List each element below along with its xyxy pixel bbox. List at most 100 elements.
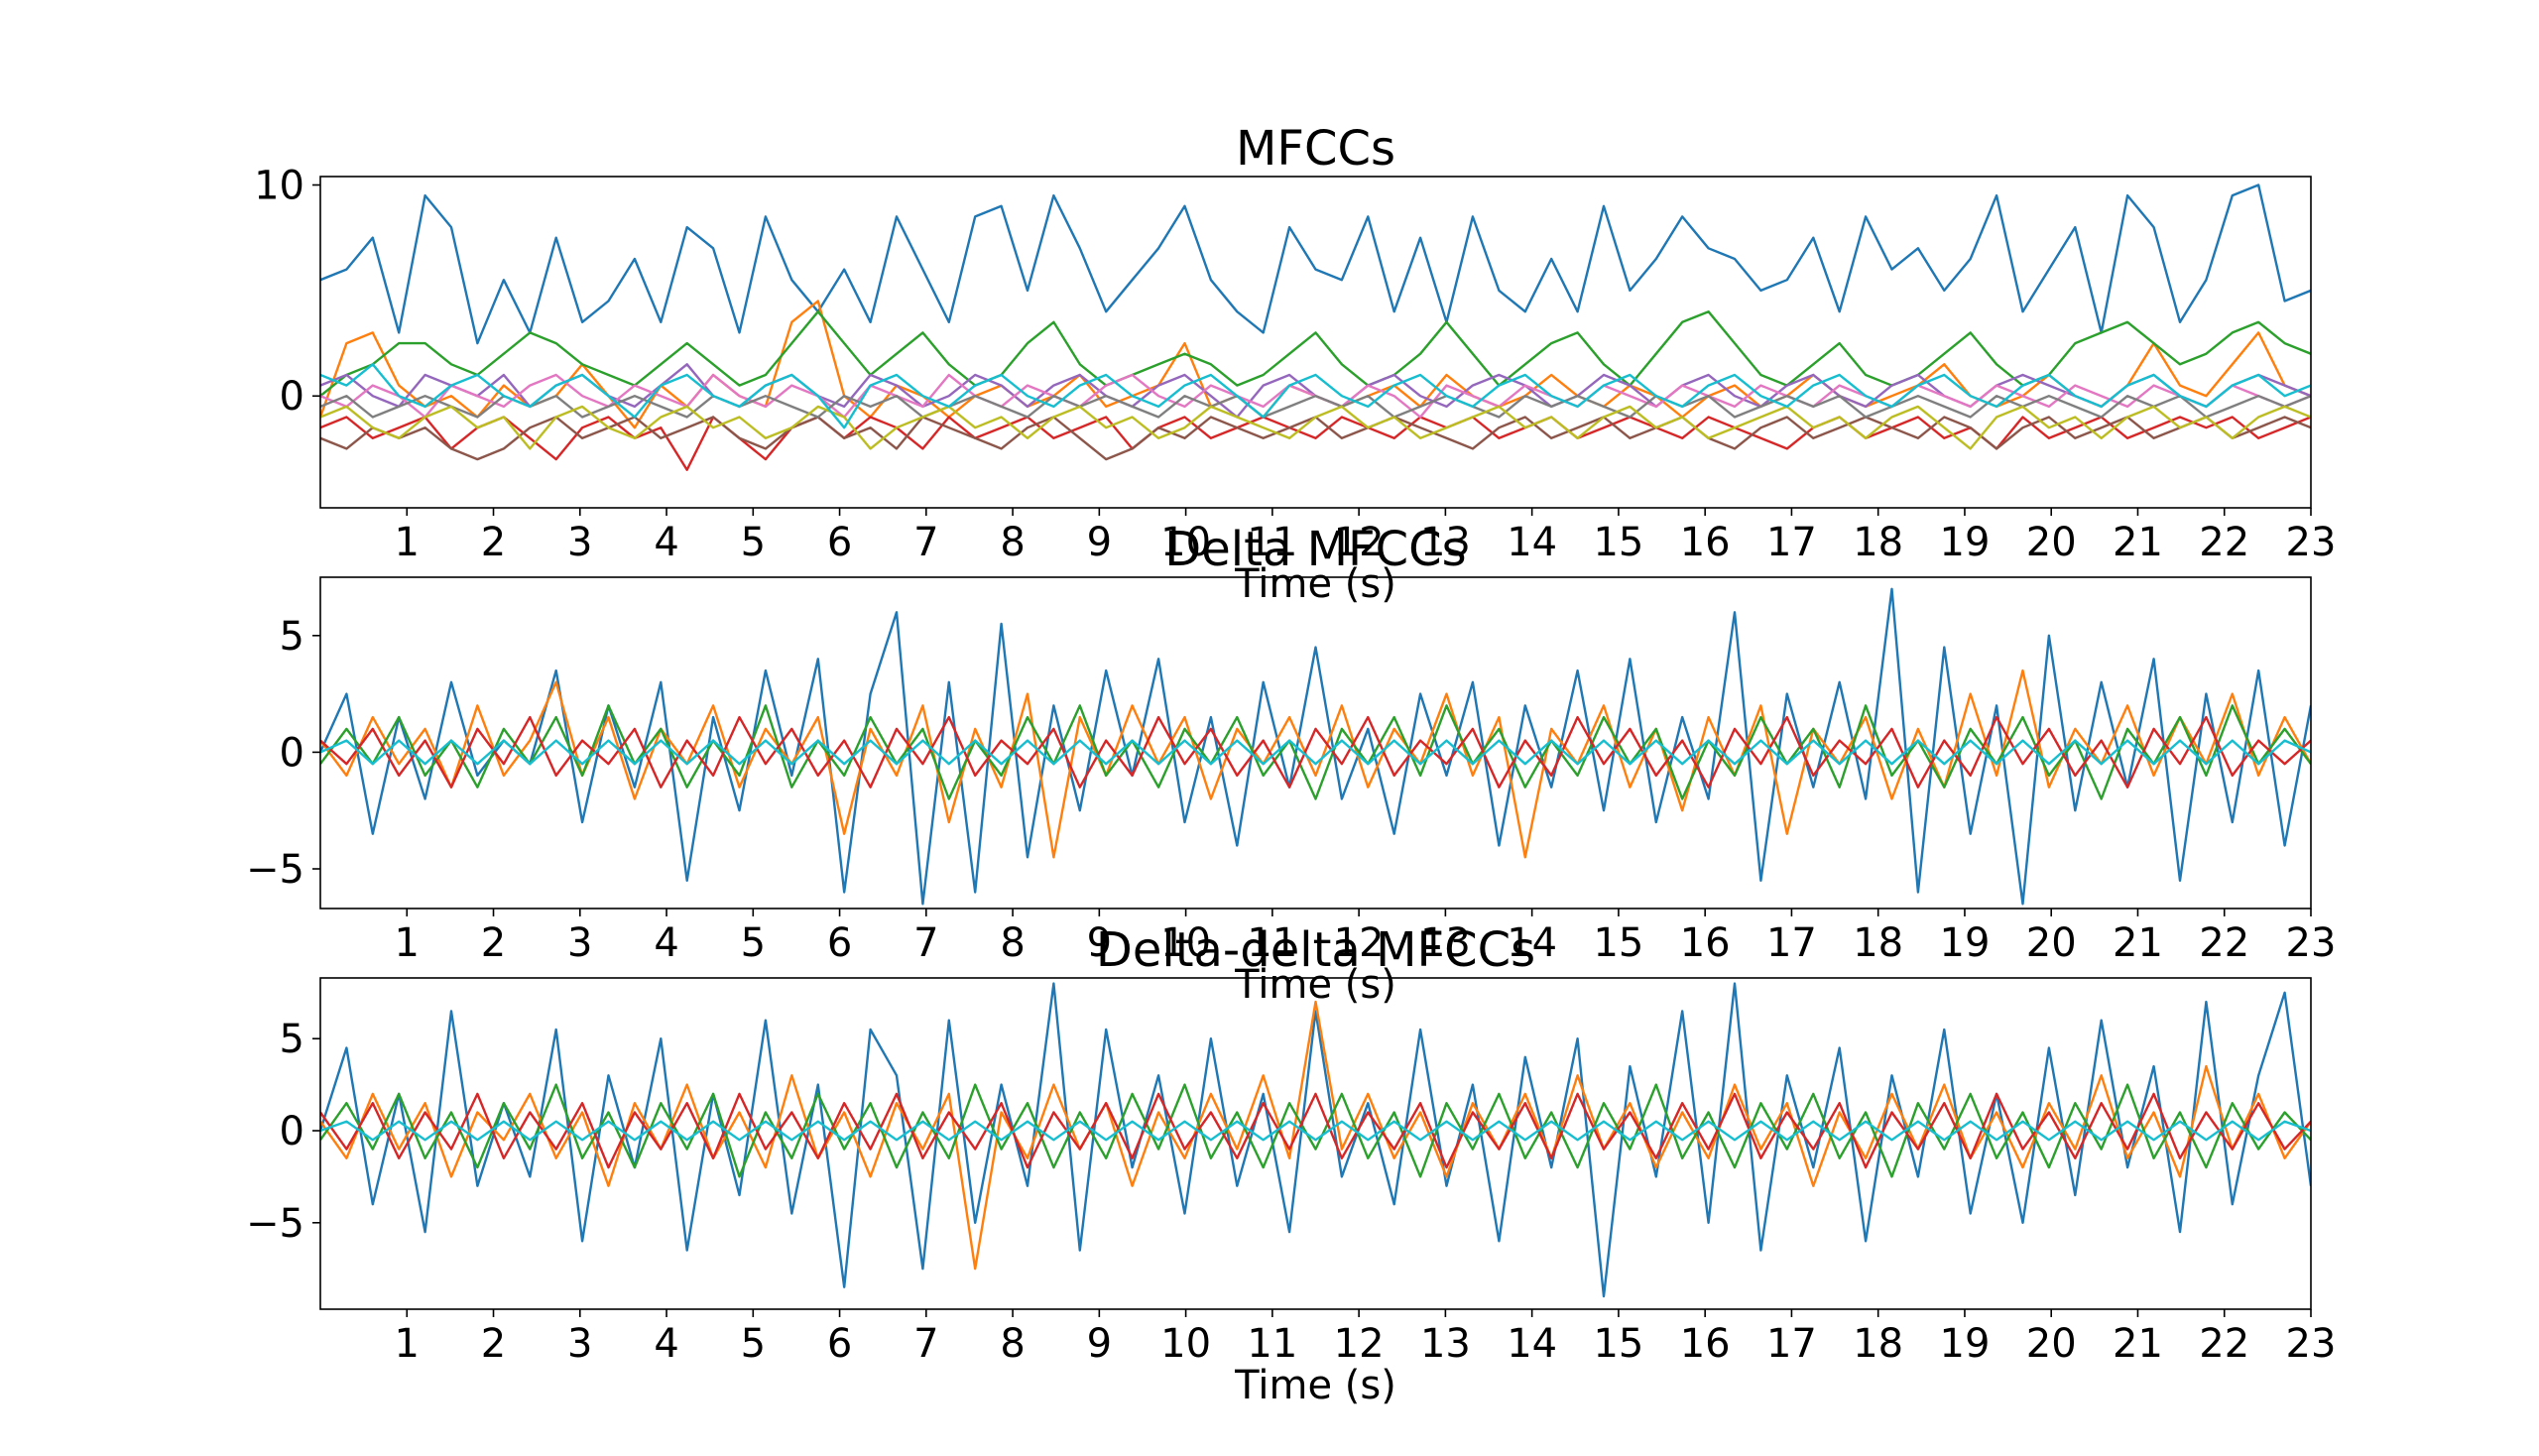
x-tick-label: 5 <box>741 920 766 966</box>
x-tick-label: 5 <box>741 520 766 565</box>
x-tick-label: 17 <box>1766 920 1817 966</box>
x-tick-label: 13 <box>1420 1321 1471 1367</box>
y-tick-label: 5 <box>280 1017 304 1062</box>
axes-frame <box>319 576 2312 910</box>
axes-frame <box>319 977 2312 1310</box>
x-tick-label: 20 <box>2026 520 2077 565</box>
series-line-5 <box>320 1120 2311 1142</box>
subplot-2: 1 2 3 4 5 6 7 8 9 10 11 12 13 14 15 16 17 18 19 20 21 22 23−50… <box>246 522 2336 1008</box>
x-tick-label: 1 <box>395 1321 420 1367</box>
series-line-1 <box>320 587 2311 906</box>
x-tick-label: 21 <box>2113 1321 2163 1367</box>
x-tick-label: 18 <box>1853 1321 1903 1367</box>
x-tick-label: 12 <box>1334 920 1385 966</box>
y-tick-label: −5 <box>246 847 304 893</box>
axes-frame <box>319 176 2312 509</box>
x-tick-label: 4 <box>654 520 678 565</box>
series-line-4 <box>320 715 2311 789</box>
x-tick-label: 16 <box>1680 1321 1731 1367</box>
y-tick-label: 5 <box>280 614 304 660</box>
x-tick-label: 17 <box>1766 520 1817 565</box>
series-line-1 <box>320 982 2311 1298</box>
chart-title: Delta MFCCs <box>1164 522 1466 577</box>
x-tick-label: 8 <box>1000 920 1025 966</box>
y-tick-label: 0 <box>280 1109 304 1154</box>
series-group <box>320 587 2311 906</box>
x-tick-label: 22 <box>2199 1321 2249 1367</box>
series-line-3 <box>320 1083 2311 1178</box>
x-tick-label: 11 <box>1247 1321 1297 1367</box>
x-tick-label: 3 <box>567 1321 592 1367</box>
x-tick-label: 20 <box>2026 1321 2077 1367</box>
x-tick-label: 1 <box>395 920 420 966</box>
series-group <box>320 183 2311 471</box>
x-tick-label: 15 <box>1593 920 1643 966</box>
x-tick-label: 4 <box>654 920 678 966</box>
x-tick-label: 21 <box>2113 920 2163 966</box>
series-line-2 <box>320 668 2311 859</box>
x-tick-label: 3 <box>567 520 592 565</box>
x-tick-label: 16 <box>1680 520 1731 565</box>
x-tick-label: 22 <box>2199 520 2249 565</box>
x-tick-label: 7 <box>913 1321 938 1367</box>
series-line-3 <box>320 310 2311 398</box>
x-tick-label: 4 <box>654 1321 678 1367</box>
y-tick-label: 10 <box>254 164 304 209</box>
x-tick-label: 23 <box>2286 920 2337 966</box>
x-axis-label: Time (s) <box>1234 561 1396 607</box>
x-tick-label: 17 <box>1766 1321 1817 1367</box>
series-line-4 <box>320 1092 2311 1169</box>
x-axis-label: Time (s) <box>1234 1363 1396 1408</box>
x-tick-label: 14 <box>1507 1321 1557 1367</box>
x-tick-label: 14 <box>1507 520 1557 565</box>
x-tick-label: 18 <box>1853 520 1903 565</box>
x-tick-label: 23 <box>2286 520 2337 565</box>
series-line-5 <box>320 739 2311 766</box>
x-axis-label: Time (s) <box>1234 962 1396 1008</box>
x-tick-label: 10 <box>1160 520 1211 565</box>
x-tick-label: 11 <box>1247 920 1297 966</box>
x-tick-label: 2 <box>481 920 506 966</box>
series-line-8 <box>320 395 2311 419</box>
series-line-2 <box>320 1000 2311 1271</box>
x-tick-label: 23 <box>2286 1321 2337 1367</box>
x-tick-label: 9 <box>1087 520 1112 565</box>
y-tick-label: 0 <box>280 730 304 776</box>
x-tick-label: 9 <box>1087 1321 1112 1367</box>
x-tick-label: 7 <box>913 520 938 565</box>
x-tick-label: 19 <box>1940 920 1991 966</box>
y-tick-label: 0 <box>280 374 304 420</box>
x-tick-label: 5 <box>741 1321 766 1367</box>
x-tick-label: 20 <box>2026 920 2077 966</box>
subplot-3: 1 2 3 4 5 6 7 8 9 10 11 12 13 14 15 16 17 18 19 20 21 22 23−50… <box>246 922 2336 1408</box>
x-tick-label: 2 <box>481 1321 506 1367</box>
x-tick-label: 2 <box>481 520 506 565</box>
series-group <box>320 982 2311 1298</box>
x-tick-label: 21 <box>2113 520 2163 565</box>
x-tick-label: 14 <box>1507 920 1557 966</box>
series-line-9 <box>320 405 2311 450</box>
x-tick-label: 15 <box>1593 520 1643 565</box>
x-tick-label: 16 <box>1680 920 1731 966</box>
x-tick-label: 7 <box>913 920 938 966</box>
series-line-10 <box>320 363 2311 429</box>
series-line-3 <box>320 704 2311 800</box>
x-tick-label: 6 <box>827 920 852 966</box>
y-tick-label: −5 <box>246 1201 304 1247</box>
x-tick-label: 6 <box>827 1321 852 1367</box>
x-tick-label: 3 <box>567 920 592 966</box>
x-tick-label: 19 <box>1940 520 1991 565</box>
x-tick-label: 13 <box>1420 520 1471 565</box>
x-tick-label: 13 <box>1420 920 1471 966</box>
x-tick-label: 15 <box>1593 1321 1643 1367</box>
x-tick-label: 1 <box>395 520 420 565</box>
chart-title: MFCCs <box>1236 121 1395 177</box>
x-tick-label: 22 <box>2199 920 2249 966</box>
chart-title: Delta-delta MFCCs <box>1096 922 1535 978</box>
series-line-1 <box>320 183 2311 345</box>
x-tick-label: 8 <box>1000 1321 1025 1367</box>
x-tick-label: 12 <box>1334 520 1385 565</box>
x-tick-label: 9 <box>1087 920 1112 966</box>
